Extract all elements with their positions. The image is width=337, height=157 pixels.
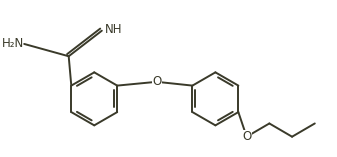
Text: H₂N: H₂N (2, 38, 24, 50)
Text: O: O (152, 75, 161, 88)
Text: O: O (242, 130, 251, 143)
Text: NH: NH (105, 23, 122, 36)
